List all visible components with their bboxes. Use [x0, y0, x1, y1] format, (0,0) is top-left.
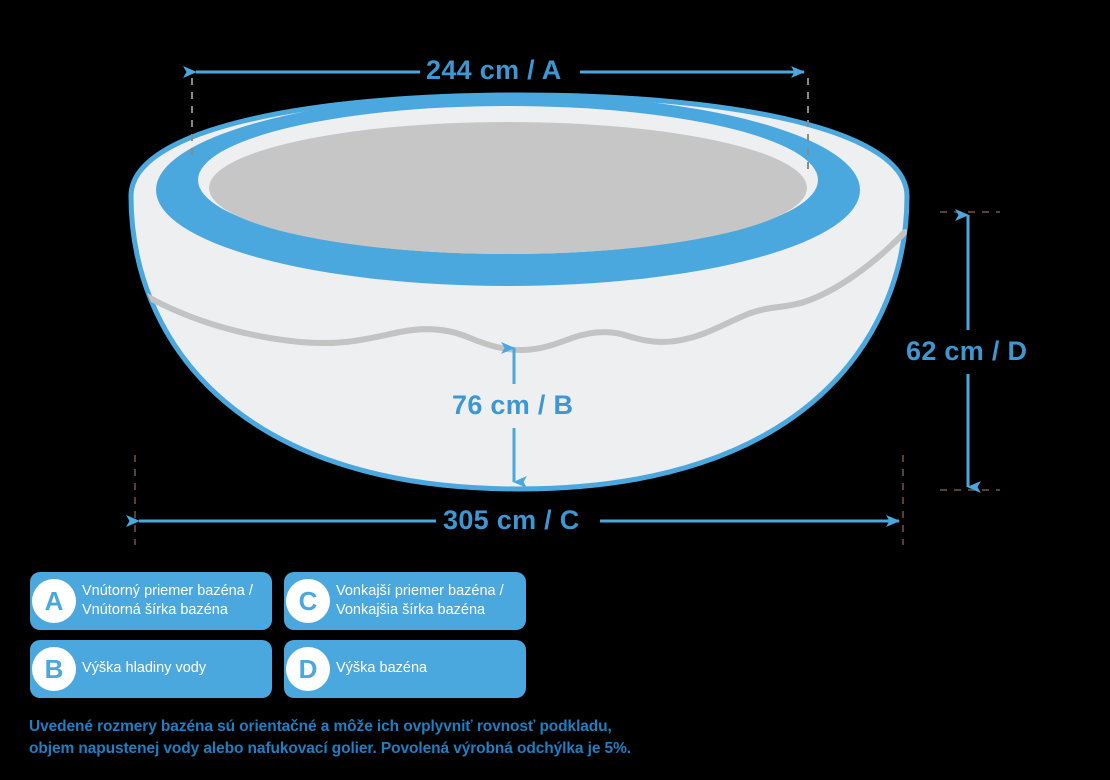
legend-row-1: A Vnútorný priemer bazéna / Vnútorná šír… — [30, 572, 590, 630]
dimension-d — [940, 209, 1000, 493]
legend-badge-b: B — [32, 647, 76, 691]
legend-item-b: B Výška hladiny vody — [30, 640, 272, 698]
legend-label-c: Vonkajší priemer bazéna / Vonkajšia šírk… — [336, 582, 504, 618]
legend-badge-c: C — [286, 579, 330, 623]
legend-row-2: B Výška hladiny vody D Výška bazéna — [30, 640, 590, 698]
legend-item-c: C Vonkajší priemer bazéna / Vonkajšia ší… — [284, 572, 526, 630]
legend-badge-d: D — [286, 647, 330, 691]
dimension-c — [126, 455, 904, 545]
footnote-disclaimer: Uvedené rozmery bazéna sú orientačné a m… — [29, 718, 631, 758]
dimension-a — [183, 66, 809, 175]
dimension-label-d: 62 cm / D — [906, 336, 1028, 366]
waterline — [130, 229, 908, 353]
legend: A Vnútorný priemer bazéna / Vnútorná šír… — [30, 572, 590, 708]
dimension-label-b: 76 cm / B — [452, 390, 574, 420]
pool-interior — [209, 122, 807, 254]
legend-label-a: Vnútorný priemer bazéna / Vnútorná šírka… — [82, 582, 253, 618]
legend-item-d: D Výška bazéna — [284, 640, 526, 698]
legend-label-b: Výška hladiny vody — [82, 660, 207, 677]
pool-graphic — [128, 92, 910, 492]
legend-label-d: Výška bazéna — [336, 660, 428, 677]
legend-item-a: A Vnútorný priemer bazéna / Vnútorná šír… — [30, 572, 272, 630]
legend-badge-a: A — [32, 579, 76, 623]
dimension-label-c: 305 cm / C — [443, 505, 580, 535]
dimension-label-a: 244 cm / A — [426, 55, 562, 85]
